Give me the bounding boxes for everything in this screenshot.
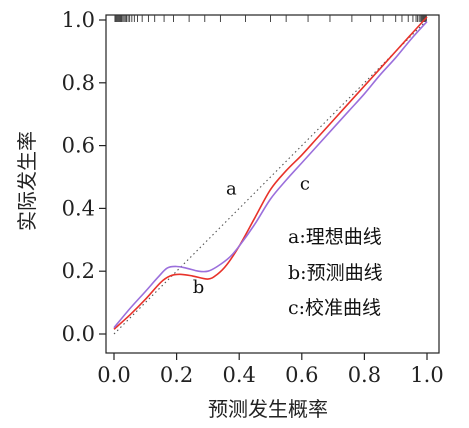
series-line-a — [113, 19, 428, 335]
x-tick-label-5: 1.0 — [410, 363, 443, 387]
y-tick-label-5: 1.0 — [62, 8, 95, 32]
x-tick-label-4: 0.8 — [348, 363, 381, 387]
curve-label-b: b — [193, 277, 205, 298]
x-tick-label-1: 0.2 — [160, 363, 193, 387]
legend-item-a: a:理想曲线 — [288, 226, 382, 248]
legend-item-b: b:预测曲线 — [288, 262, 383, 284]
x-tick-label-3: 0.6 — [285, 363, 318, 387]
y-tick-label-4: 0.8 — [62, 71, 95, 95]
plot-area: 0.0 0.2 0.4 0.6 0.8 1.0 0.0 0.2 0.4 0.6 0.8 1.0 a b c — [62, 8, 444, 387]
y-tick-label-1: 0.2 — [62, 259, 95, 283]
series-line-c — [113, 21, 428, 329]
x-tick-label-0: 0.0 — [97, 363, 130, 387]
y-tick-label-3: 0.6 — [62, 134, 95, 158]
y-tick-label-0: 0.0 — [62, 322, 95, 346]
x-axis-title: 预测发生概率 — [208, 397, 328, 421]
legend: a:理想曲线 b:预测曲线 c:校准曲线 — [288, 226, 383, 319]
series-line-b — [113, 16, 428, 330]
y-axis-title: 实际发生率 — [15, 131, 39, 231]
legend-item-c: c:校准曲线 — [288, 297, 381, 319]
curve-label-c: c — [300, 174, 310, 195]
y-tick-label-2: 0.4 — [62, 196, 95, 220]
curve-label-a: a — [226, 178, 237, 199]
plot-frame — [105, 14, 440, 354]
x-tick-label-2: 0.4 — [222, 363, 255, 387]
